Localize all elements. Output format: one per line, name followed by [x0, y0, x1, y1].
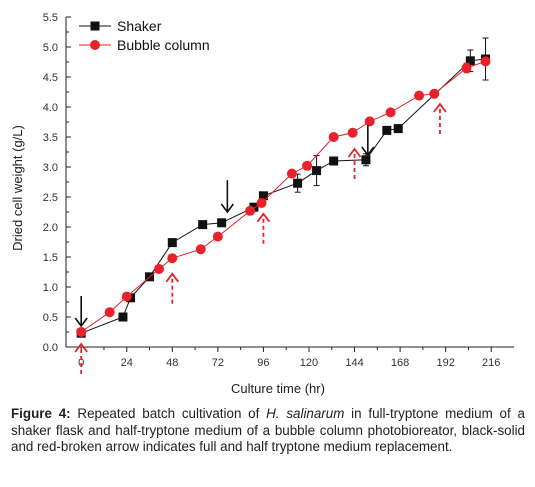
half-medium-replacement-arrow	[74, 342, 88, 374]
legend-entry: Shaker	[79, 18, 162, 34]
legend-marker	[90, 21, 100, 31]
y-tick-label: 1.0	[43, 282, 58, 294]
arrow-head	[256, 212, 271, 223]
data-point	[121, 291, 132, 302]
data-point	[258, 191, 268, 201]
x-tick-label: 120	[300, 357, 318, 369]
arrow-head	[433, 102, 447, 113]
x-tick-label: 216	[482, 357, 500, 369]
y-tick-label: 1.5	[43, 252, 58, 264]
data-point	[167, 253, 178, 264]
caption-text-before: Repeated batch cultivation of	[77, 406, 267, 421]
x-tick-label: 192	[436, 357, 454, 369]
data-point	[328, 132, 339, 142]
data-point	[249, 202, 259, 212]
data-point	[461, 63, 472, 73]
data-point	[329, 156, 339, 166]
data-point	[465, 56, 475, 66]
data-point	[256, 198, 267, 208]
legend-entry: Bubble column	[79, 37, 210, 53]
figure-caption: Figure 4: Repeated batch cultivation of …	[11, 406, 525, 456]
axes-layer: 0.00.51.01.52.02.53.03.54.04.55.05.50244…	[43, 12, 514, 369]
y-tick-label: 0.0	[43, 342, 58, 354]
data-point	[429, 88, 440, 99]
series-layer	[76, 37, 491, 338]
y-tick-label: 4.5	[43, 72, 58, 84]
x-axis-title: Culture time (hr)	[231, 381, 325, 396]
x-tick-label: 72	[212, 357, 224, 369]
data-point	[195, 244, 206, 255]
data-point	[154, 264, 165, 274]
data-point	[76, 327, 87, 337]
data-point	[302, 160, 313, 171]
x-tick-label: 144	[345, 357, 363, 369]
half-medium-replacement-arrow	[165, 272, 180, 304]
data-point	[480, 56, 491, 67]
caption-label: Figure 4:	[11, 406, 71, 421]
data-point	[245, 205, 256, 216]
legend: Shaker Bubble column	[79, 18, 210, 53]
data-point	[347, 127, 358, 138]
arrow-head	[347, 147, 362, 158]
series-shaker	[76, 37, 491, 338]
arrow-head	[165, 272, 180, 283]
caption-species: H. salinarum	[266, 406, 345, 421]
y-axis-title: Dried cell weight (g/L)	[10, 125, 25, 251]
data-point	[198, 220, 208, 230]
y-tick-label: 2.0	[43, 222, 58, 234]
y-tick-label: 4.0	[43, 102, 58, 114]
arrow-head	[361, 146, 375, 157]
x-tick-label: 96	[257, 357, 269, 369]
legend-marker	[90, 40, 100, 50]
half-medium-replacement-arrow	[256, 212, 271, 244]
legend-label: Bubble column	[117, 37, 210, 53]
arrow-head	[74, 317, 88, 328]
full-medium-replacement-arrow	[74, 296, 88, 328]
series-bubble-column	[76, 56, 491, 337]
y-tick-label: 5.0	[43, 42, 58, 54]
x-tick-label: 48	[166, 357, 178, 369]
data-point	[118, 312, 128, 322]
data-point	[217, 218, 227, 228]
x-tick-label: 168	[391, 357, 409, 369]
y-tick-label: 5.5	[43, 12, 58, 24]
y-tick-label: 3.0	[43, 162, 58, 174]
full-medium-replacement-arrow	[361, 125, 375, 157]
y-tick-label: 3.5	[43, 132, 58, 144]
annotation-layer	[74, 102, 447, 374]
data-point	[385, 107, 396, 118]
data-point	[312, 166, 322, 176]
y-tick-label: 2.5	[43, 192, 58, 204]
x-tick-label: 24	[121, 357, 133, 369]
data-point	[167, 238, 177, 248]
series-line	[80, 60, 486, 333]
data-point	[293, 178, 303, 188]
data-point	[364, 116, 375, 127]
data-point	[393, 124, 403, 134]
legend-label: Shaker	[117, 18, 162, 34]
arrow-head	[74, 342, 88, 353]
full-medium-replacement-arrow	[220, 180, 234, 214]
arrow-head	[220, 203, 234, 214]
data-point	[414, 90, 425, 101]
data-point	[212, 231, 223, 242]
data-point	[382, 125, 392, 135]
data-point	[361, 155, 371, 165]
data-point	[104, 307, 115, 318]
half-medium-replacement-arrow	[433, 102, 447, 134]
half-medium-replacement-arrow	[347, 147, 362, 179]
chart: 0.00.51.01.52.02.53.03.54.04.55.05.50244…	[10, 12, 514, 396]
series-line	[81, 58, 486, 334]
caption-text-after: in full-tryptone medium of a shaker flas…	[11, 406, 525, 454]
data-point	[286, 168, 297, 179]
y-tick-label: 0.5	[43, 312, 58, 324]
